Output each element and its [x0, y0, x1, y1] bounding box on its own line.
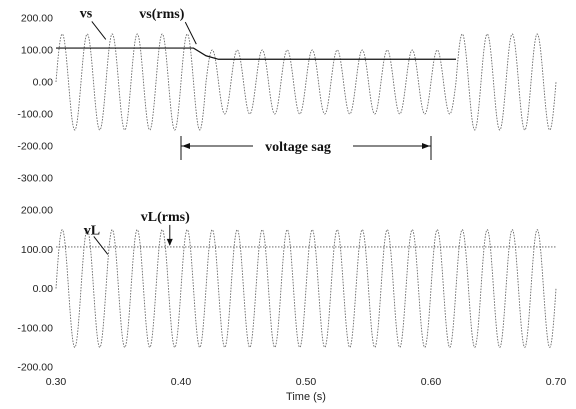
x-axis-label: Time (s)	[286, 391, 326, 403]
vL-rms-annotation: vL(rms)	[141, 210, 190, 225]
vL-annotation: vL	[84, 223, 100, 238]
y-tick-label: -300.00	[17, 173, 53, 185]
vs-waveform	[55, 33, 557, 131]
vL-rms-arrowhead	[166, 238, 173, 246]
y-tick-label: -100.00	[17, 322, 53, 334]
y-tick-label: -200.00	[17, 362, 53, 374]
x-tick-label: 0.40	[171, 376, 192, 388]
y-tick-label: 0.00	[33, 77, 54, 89]
x-tick-label: 0.50	[296, 376, 317, 388]
bottom-panel: 200.00 100.00 0.00 -100.00 -200.00 vL vL(rms…	[17, 205, 566, 404]
y-tick-label: -200.00	[17, 141, 53, 153]
x-tick-label: 0.70	[546, 376, 567, 388]
vs-rms-annotation-arrow	[184, 21, 197, 45]
y-tick-label: 200.00	[21, 205, 53, 217]
x-tick-label: 0.60	[421, 376, 442, 388]
vL-annotation-arrow	[93, 236, 109, 255]
sag-arrowhead-left	[182, 143, 190, 149]
voltage-sag-label: voltage sag	[265, 140, 331, 155]
vs-annotation-arrow	[91, 21, 107, 40]
vs-rms-annotation: vs(rms)	[139, 7, 184, 22]
vs-annotation: vs	[80, 6, 93, 21]
sag-arrowhead-right	[422, 143, 430, 149]
top-y-axis: 200.00 100.00 0.00 -100.00 -200.00 -300.00	[17, 13, 53, 185]
y-tick-label: -100.00	[17, 109, 53, 121]
y-tick-label: 0.00	[33, 283, 54, 295]
x-tick-label: 0.30	[46, 376, 67, 388]
y-tick-label: 100.00	[21, 45, 53, 57]
vL-waveform	[55, 229, 557, 348]
x-axis: 0.30 0.40 0.50 0.60 0.70	[46, 376, 567, 388]
vs-rms-line	[56, 47, 456, 60]
top-panel: 200.00 100.00 0.00 -100.00 -200.00 -300.00 vs…	[17, 6, 557, 185]
y-tick-label: 100.00	[21, 244, 53, 256]
y-tick-label: 200.00	[21, 13, 53, 25]
bottom-y-axis: 200.00 100.00 0.00 -100.00 -200.00	[17, 205, 53, 374]
voltage-sag-marker: voltage sag	[180, 136, 432, 160]
